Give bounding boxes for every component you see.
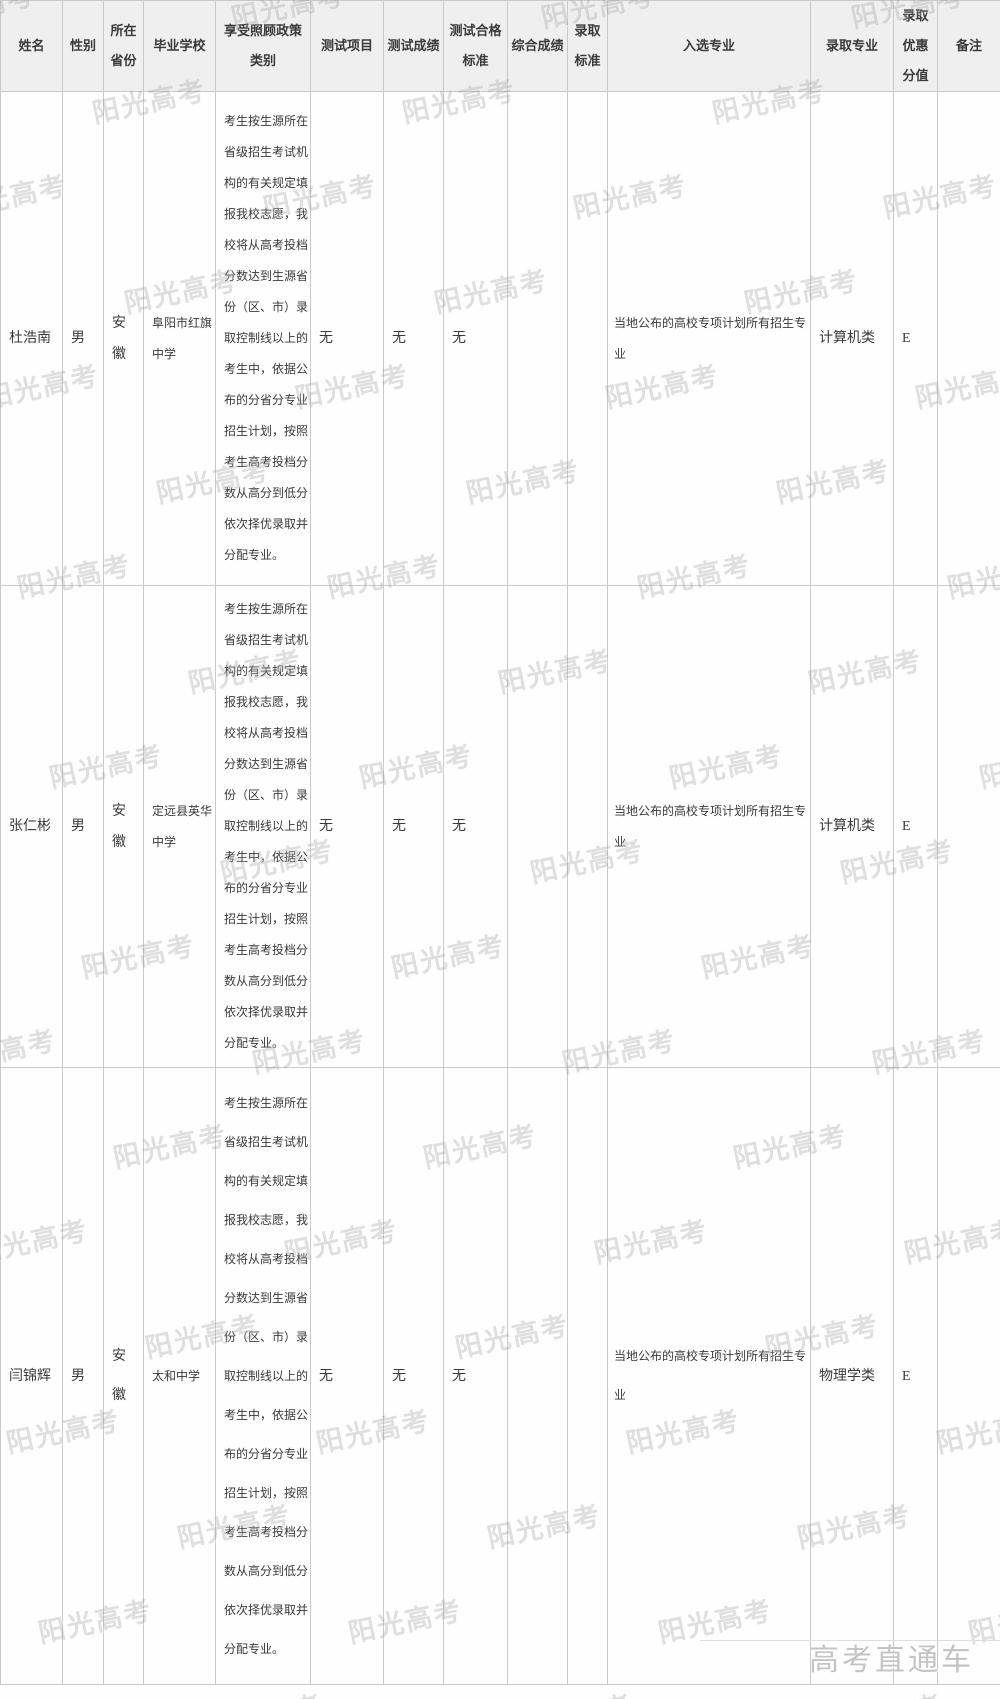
site-watermark-text: 阳光高考	[205, 1683, 327, 1699]
cell-comprehensive-score	[507, 1067, 568, 1685]
cell-school: 定远县英华中学	[143, 585, 216, 1068]
cell-test-score: 无	[383, 1067, 444, 1685]
cell-test-pass-standard: 无	[443, 91, 508, 586]
cell-admitted-major: 计算机类	[810, 585, 894, 1068]
col-header-admission-standard: 录取标准	[567, 0, 608, 92]
cell-gender: 男	[62, 91, 104, 586]
cell-note	[937, 1067, 1000, 1685]
cell-policy: 考生按生源所在省级招生考试机构的有关规定填报我校志愿，我校将从高考投档分数达到生…	[215, 91, 311, 586]
cell-bonus-points: E	[893, 1067, 938, 1685]
col-header-test-score: 测试成绩	[383, 0, 444, 92]
col-header-selected-major: 入选专业	[607, 0, 811, 92]
cell-test-item: 无	[310, 585, 384, 1068]
cell-test-score: 无	[383, 585, 444, 1068]
cell-gender: 男	[62, 1067, 104, 1685]
cell-province: 安徽	[103, 1067, 144, 1685]
header-row: 姓名 性别 所在省份 毕业学校 享受照顾政策类别 测试项目 测试成绩 测试合格标…	[0, 0, 1000, 92]
table-header: 姓名 性别 所在省份 毕业学校 享受照顾政策类别 测试项目 测试成绩 测试合格标…	[0, 0, 1000, 92]
table-body: 杜浩南 男 安徽 阜阳市红旗中学 考生按生源所在省级招生考试机构的有关规定填报我…	[0, 91, 1000, 1685]
cell-admission-standard	[567, 585, 608, 1068]
cell-gender: 男	[62, 585, 104, 1068]
col-header-test-item: 测试项目	[310, 0, 384, 92]
table-row: 闫锦辉 男 安徽 太和中学 考生按生源所在省级招生考试机构的有关规定填报我校志愿…	[0, 1067, 1000, 1685]
cell-province: 安徽	[103, 585, 144, 1068]
cell-comprehensive-score	[507, 91, 568, 586]
col-header-admitted-major: 录取专业	[810, 0, 894, 92]
cell-name: 杜浩南	[0, 91, 63, 586]
cell-admitted-major: 物理学类	[810, 1067, 894, 1685]
cell-selected-major: 当地公布的高校专项计划所有招生专业	[607, 91, 811, 586]
cell-policy: 考生按生源所在省级招生考试机构的有关规定填报我校志愿，我校将从高考投档分数达到生…	[215, 1067, 311, 1685]
cell-note	[937, 91, 1000, 586]
site-watermark-text: 阳光高考	[515, 1683, 637, 1699]
site-watermark-text: 阳光高考	[825, 1683, 947, 1699]
cell-province: 安徽	[103, 91, 144, 586]
cell-admission-standard	[567, 91, 608, 586]
col-header-test-pass-standard: 测试合格标准	[443, 0, 508, 92]
cell-note	[937, 585, 1000, 1068]
col-header-note: 备注	[937, 0, 1000, 92]
col-header-gender: 性别	[62, 0, 104, 92]
col-header-school: 毕业学校	[143, 0, 216, 92]
cell-test-pass-standard: 无	[443, 585, 508, 1068]
cell-bonus-points: E	[893, 91, 938, 586]
cell-name: 闫锦辉	[0, 1067, 63, 1685]
col-header-bonus-points: 录取优惠分值	[893, 0, 938, 92]
col-header-province: 所在省份	[103, 0, 144, 92]
cell-policy: 考生按生源所在省级招生考试机构的有关规定填报我校志愿，我校将从高考投档分数达到生…	[215, 585, 311, 1068]
cell-school: 阜阳市红旗中学	[143, 91, 216, 586]
cell-test-item: 无	[310, 91, 384, 586]
col-header-policy-category: 享受照顾政策类别	[215, 0, 311, 92]
table-row: 杜浩南 男 安徽 阜阳市红旗中学 考生按生源所在省级招生考试机构的有关规定填报我…	[0, 91, 1000, 586]
cell-school: 太和中学	[143, 1067, 216, 1685]
cell-admission-standard	[567, 1067, 608, 1685]
cell-comprehensive-score	[507, 585, 568, 1068]
col-header-name: 姓名	[0, 0, 63, 92]
col-header-comprehensive-score: 综合成绩	[507, 0, 568, 92]
cell-admitted-major: 计算机类	[810, 91, 894, 586]
table-row: 张仁彬 男 安徽 定远县英华中学 考生按生源所在省级招生考试机构的有关规定填报我…	[0, 585, 1000, 1068]
cell-test-score: 无	[383, 91, 444, 586]
cell-test-pass-standard: 无	[443, 1067, 508, 1685]
cell-selected-major: 当地公布的高校专项计划所有招生专业	[607, 1067, 811, 1685]
cell-test-item: 无	[310, 1067, 384, 1685]
cell-bonus-points: E	[893, 585, 938, 1068]
cell-name: 张仁彬	[0, 585, 63, 1068]
cell-selected-major: 当地公布的高校专项计划所有招生专业	[607, 585, 811, 1068]
